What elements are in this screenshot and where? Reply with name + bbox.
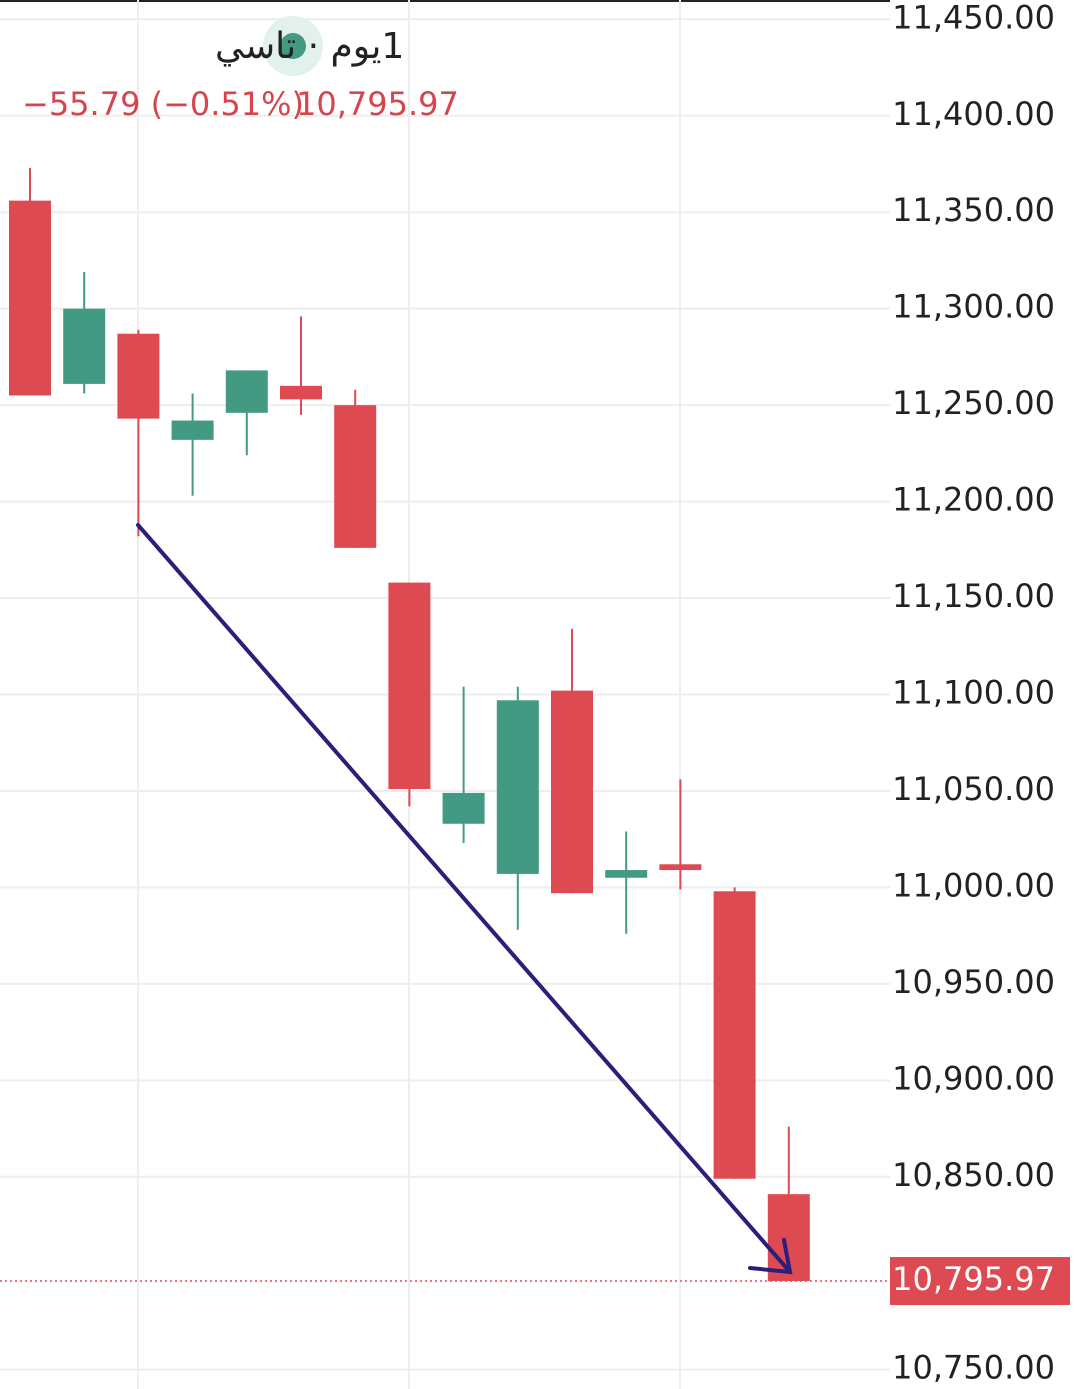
candle-body xyxy=(713,891,756,1179)
candle-body xyxy=(605,870,648,878)
candle-body xyxy=(280,385,322,400)
y-tick-label: 11,250.00 xyxy=(892,384,1055,422)
y-tick-label: 11,150.00 xyxy=(892,577,1055,615)
candle-body xyxy=(551,690,593,894)
candle-body xyxy=(388,582,431,790)
candle-body xyxy=(9,200,51,396)
y-tick-label: 10,850.00 xyxy=(892,1156,1055,1194)
y-tick-label: 11,450.00 xyxy=(892,0,1055,36)
y-tick-label: 11,000.00 xyxy=(892,866,1055,904)
price: 10,795.97 xyxy=(296,85,459,123)
y-tick-label: 11,200.00 xyxy=(892,481,1055,519)
y-tick-label: 10,750.00 xyxy=(892,1349,1055,1387)
candle-body xyxy=(659,864,702,871)
candle-body xyxy=(225,370,268,413)
last-price-label: 10,795.97 xyxy=(892,1260,1055,1298)
trend-arrow xyxy=(136,523,793,1275)
candle-body xyxy=(63,308,106,384)
candle-body xyxy=(117,333,160,419)
y-tick-label: 10,900.00 xyxy=(892,1059,1055,1097)
candle-body xyxy=(171,420,214,440)
symbol-title: 1يوم · تاسي xyxy=(215,26,404,67)
candle-body xyxy=(334,405,377,548)
change: −55.79 (−0.51%) xyxy=(22,85,304,123)
y-tick-label: 11,350.00 xyxy=(892,191,1055,229)
candle-body xyxy=(442,792,485,824)
y-tick-label: 11,050.00 xyxy=(892,770,1055,808)
header: 1يوم · تاسي −55.79 (−0.51%) 10,795.97 xyxy=(22,16,459,123)
y-tick-label: 11,400.00 xyxy=(892,95,1055,133)
y-tick-label: 11,100.00 xyxy=(892,674,1055,712)
last-price-box xyxy=(890,1257,1070,1306)
candle-body xyxy=(496,700,539,874)
y-tick-label: 11,300.00 xyxy=(892,288,1055,326)
y-tick-label: 10,950.00 xyxy=(892,963,1055,1001)
